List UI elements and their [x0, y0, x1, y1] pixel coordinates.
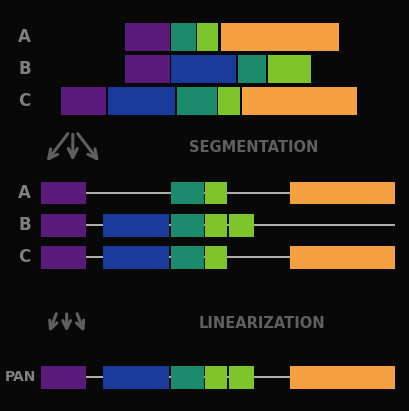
Text: A: A: [18, 184, 31, 202]
Bar: [171, 366, 204, 389]
Text: C: C: [18, 248, 31, 266]
Bar: [268, 55, 311, 83]
Text: LINEARIZATION: LINEARIZATION: [198, 316, 325, 330]
Bar: [41, 182, 86, 204]
Bar: [197, 23, 218, 51]
Bar: [125, 55, 170, 83]
Bar: [171, 246, 204, 269]
Bar: [290, 366, 395, 389]
Bar: [242, 87, 357, 115]
Bar: [229, 214, 254, 237]
Bar: [205, 246, 227, 269]
Bar: [125, 23, 170, 51]
Bar: [290, 246, 395, 269]
Bar: [103, 366, 169, 389]
Bar: [221, 23, 339, 51]
Bar: [205, 366, 227, 389]
Bar: [108, 87, 175, 115]
Text: A: A: [18, 28, 31, 46]
Bar: [177, 87, 217, 115]
Bar: [290, 182, 395, 204]
Bar: [171, 214, 204, 237]
Text: PAN: PAN: [5, 370, 36, 384]
Bar: [218, 87, 240, 115]
Bar: [41, 246, 86, 269]
Bar: [205, 182, 227, 204]
Bar: [61, 87, 106, 115]
Text: B: B: [18, 60, 31, 78]
Bar: [171, 23, 196, 51]
Text: SEGMENTATION: SEGMENTATION: [189, 141, 318, 155]
Bar: [103, 246, 169, 269]
Bar: [229, 366, 254, 389]
Bar: [205, 214, 227, 237]
Bar: [41, 366, 86, 389]
Bar: [41, 214, 86, 237]
Bar: [171, 182, 204, 204]
Bar: [171, 55, 236, 83]
Bar: [103, 214, 169, 237]
Bar: [238, 55, 266, 83]
Text: C: C: [18, 92, 31, 110]
Text: B: B: [18, 216, 31, 234]
